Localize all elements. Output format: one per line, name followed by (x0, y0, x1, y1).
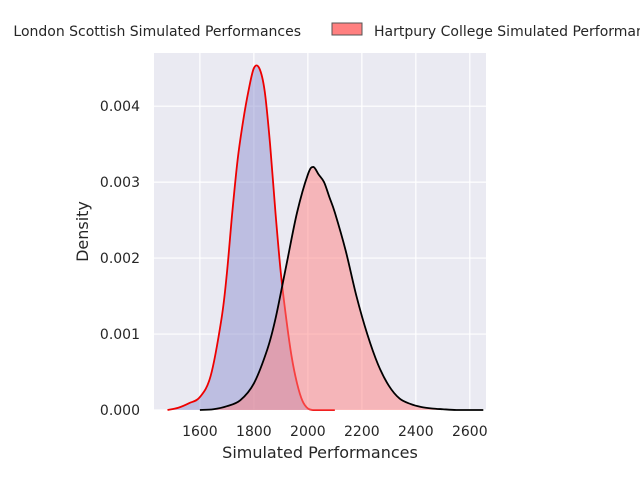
x-tick-label: 2000 (290, 424, 326, 440)
area-london-scottish (167, 65, 335, 410)
y-tick-label: 0.000 (100, 403, 140, 419)
legend-label-london-scottish: London Scottish Simulated Performances (13, 24, 301, 40)
x-tick-label: 2400 (398, 424, 434, 440)
y-tick-label: 0.001 (100, 327, 140, 343)
y-axis-label: Density (73, 201, 92, 262)
y-tick-label: 0.004 (100, 99, 140, 115)
x-tick-label: 2600 (452, 424, 488, 440)
x-tick-label: 1600 (182, 424, 218, 440)
x-tick-label: 1800 (236, 424, 272, 440)
y-tick-label: 0.002 (100, 251, 140, 267)
line-hartpury-college (199, 166, 484, 411)
legend-swatch-hartpury-college (331, 22, 363, 36)
density-areas (167, 64, 484, 411)
y-axis-ticks: 0.000 0.001 0.002 0.003 0.004 (100, 99, 140, 419)
area-hartpury-college (199, 166, 484, 410)
x-axis-label: Simulated Performances (222, 443, 418, 462)
x-axis-ticks: 1600 1800 2000 2200 2400 2600 (182, 424, 488, 440)
x-tick-label: 2200 (344, 424, 380, 440)
legend: London Scottish Simulated Performances H… (13, 22, 640, 40)
y-tick-label: 0.003 (100, 175, 140, 191)
legend-label-hartpury-college: Hartpury College Simulated Performances (374, 24, 640, 40)
